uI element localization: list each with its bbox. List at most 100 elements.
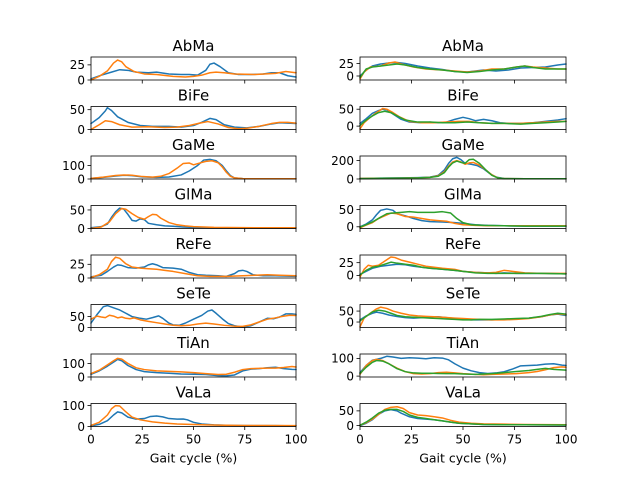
x-tick-label: 0 bbox=[356, 433, 364, 447]
y-tick-label: 0 bbox=[346, 419, 354, 433]
subplot-title: GaMe bbox=[442, 136, 485, 154]
axes-frame bbox=[359, 155, 567, 180]
subplot-title: SeTe bbox=[446, 285, 481, 303]
series-line-blue bbox=[90, 207, 297, 229]
x-tick-label: 50 bbox=[455, 433, 470, 447]
series-line-orange bbox=[90, 314, 297, 328]
y-tick-label: 0 bbox=[77, 222, 85, 236]
series-line-green bbox=[359, 110, 567, 127]
series-line-green bbox=[359, 63, 567, 79]
subplot-title: SeTe bbox=[176, 285, 211, 303]
y-tick-label: 50 bbox=[339, 304, 354, 318]
y-tick-label: 0 bbox=[346, 369, 354, 383]
y-tick-label: 50 bbox=[339, 103, 354, 117]
y-tick-label: 100 bbox=[62, 399, 85, 413]
y-tick-label: 0 bbox=[346, 269, 354, 283]
subplot-sete-2: SeTe 050 bbox=[339, 285, 567, 331]
series-line-blue bbox=[90, 263, 297, 278]
x-axis-label: Gait cycle (%) bbox=[150, 451, 238, 466]
series-line-green bbox=[359, 158, 567, 180]
subplot-refe-2: ReFe 025 bbox=[339, 235, 567, 283]
subplot-title: TiAn bbox=[446, 334, 480, 352]
x-tick-label: 0 bbox=[87, 433, 95, 447]
subplot-title: ReFe bbox=[175, 235, 211, 253]
y-tick-label: 0 bbox=[77, 420, 85, 434]
subplot-bife-2: BiFe 0 50 bbox=[339, 87, 567, 133]
series-line-green bbox=[359, 309, 567, 322]
series-line-orange bbox=[90, 120, 297, 131]
y-tick-label: 50 bbox=[339, 203, 354, 217]
subplot-title: AbMa bbox=[442, 37, 484, 55]
y-tick-label: 25 bbox=[339, 57, 354, 71]
y-tick-label: 0 bbox=[77, 321, 85, 335]
series-line-orange bbox=[90, 59, 297, 81]
subplot-title: VaLa bbox=[445, 384, 481, 402]
y-tick-label: 50 bbox=[70, 103, 85, 117]
y-tick-label: 50 bbox=[70, 310, 85, 324]
series-line-orange bbox=[90, 256, 297, 279]
series-line-blue bbox=[359, 355, 567, 375]
y-tick-label: 50 bbox=[70, 203, 85, 217]
y-tick-label: 100 bbox=[331, 352, 354, 366]
series-line-orange bbox=[359, 358, 567, 376]
x-tick-label: 100 bbox=[285, 433, 308, 447]
subplot-refe-1: ReFe 025 bbox=[70, 235, 297, 285]
x-tick-label: 50 bbox=[186, 433, 201, 447]
series-line-blue bbox=[90, 158, 297, 180]
series-line-orange bbox=[359, 256, 567, 278]
y-tick-label: 25 bbox=[339, 256, 354, 270]
series-line-orange bbox=[90, 207, 297, 230]
subplot-game-2: GaMe 0 200 bbox=[331, 136, 567, 186]
y-tick-label: 25 bbox=[70, 258, 85, 272]
subplot-title: GlMa bbox=[444, 186, 482, 204]
subplot-title: GaMe bbox=[172, 136, 215, 154]
y-tick-label: 0 bbox=[346, 69, 354, 83]
subplot-vala-1: VaLa 0 100 0 25 50 75 100 Gait cycle (%) bbox=[62, 384, 307, 466]
subplot-abma-1: AbMa 025 bbox=[70, 37, 297, 87]
y-tick-label: 25 bbox=[70, 58, 85, 72]
subplot-title: GlMa bbox=[175, 186, 213, 204]
series-line-green bbox=[359, 359, 567, 376]
subplot-title: AbMa bbox=[173, 37, 215, 55]
y-tick-label: 0 bbox=[346, 172, 354, 186]
x-tick-label: 25 bbox=[404, 433, 419, 447]
series-line-orange bbox=[90, 404, 297, 427]
subplot-abma-2: AbMa 025 bbox=[339, 37, 567, 84]
x-tick-label: 100 bbox=[555, 433, 578, 447]
subplot-title: ReFe bbox=[445, 235, 481, 253]
series-line-blue bbox=[359, 156, 567, 180]
y-tick-label: 0 bbox=[346, 220, 354, 234]
y-tick-label: 0 bbox=[77, 123, 85, 137]
x-axis-label: Gait cycle (%) bbox=[419, 451, 507, 466]
subplot-tian-2: TiAn 0 100 bbox=[331, 334, 567, 383]
subplot-glma-2: GlMa 0 50 bbox=[339, 186, 567, 234]
subplot-sete-1: SeTe 050 bbox=[70, 285, 297, 335]
y-tick-label: 100 bbox=[62, 357, 85, 371]
subplot-title: BiFe bbox=[178, 87, 210, 105]
subplot-bife-1: BiFe 0 50 bbox=[70, 87, 297, 137]
x-tick-label: 75 bbox=[507, 433, 522, 447]
series-line-orange bbox=[359, 107, 567, 130]
series-line-green bbox=[359, 408, 567, 427]
x-tick-label: 75 bbox=[237, 433, 252, 447]
y-tick-label: 0 bbox=[77, 73, 85, 87]
y-tick-label: 100 bbox=[62, 159, 85, 173]
axes-frame bbox=[359, 254, 567, 279]
series-line-green bbox=[359, 261, 567, 276]
y-tick-label: 200 bbox=[331, 154, 354, 168]
y-tick-label: 0 bbox=[77, 172, 85, 186]
subplot-glma-1: GlMa 0 50 bbox=[70, 186, 297, 236]
series-line-orange bbox=[90, 357, 297, 376]
y-tick-label: 0 bbox=[77, 271, 85, 285]
subplot-title: BiFe bbox=[447, 87, 479, 105]
subplot-title: VaLa bbox=[176, 384, 212, 402]
series-line-green bbox=[359, 210, 567, 228]
x-tick-label: 25 bbox=[135, 433, 150, 447]
y-tick-label: 0 bbox=[346, 119, 354, 133]
series-line-orange bbox=[90, 159, 297, 180]
subplot-title: TiAn bbox=[176, 334, 210, 352]
